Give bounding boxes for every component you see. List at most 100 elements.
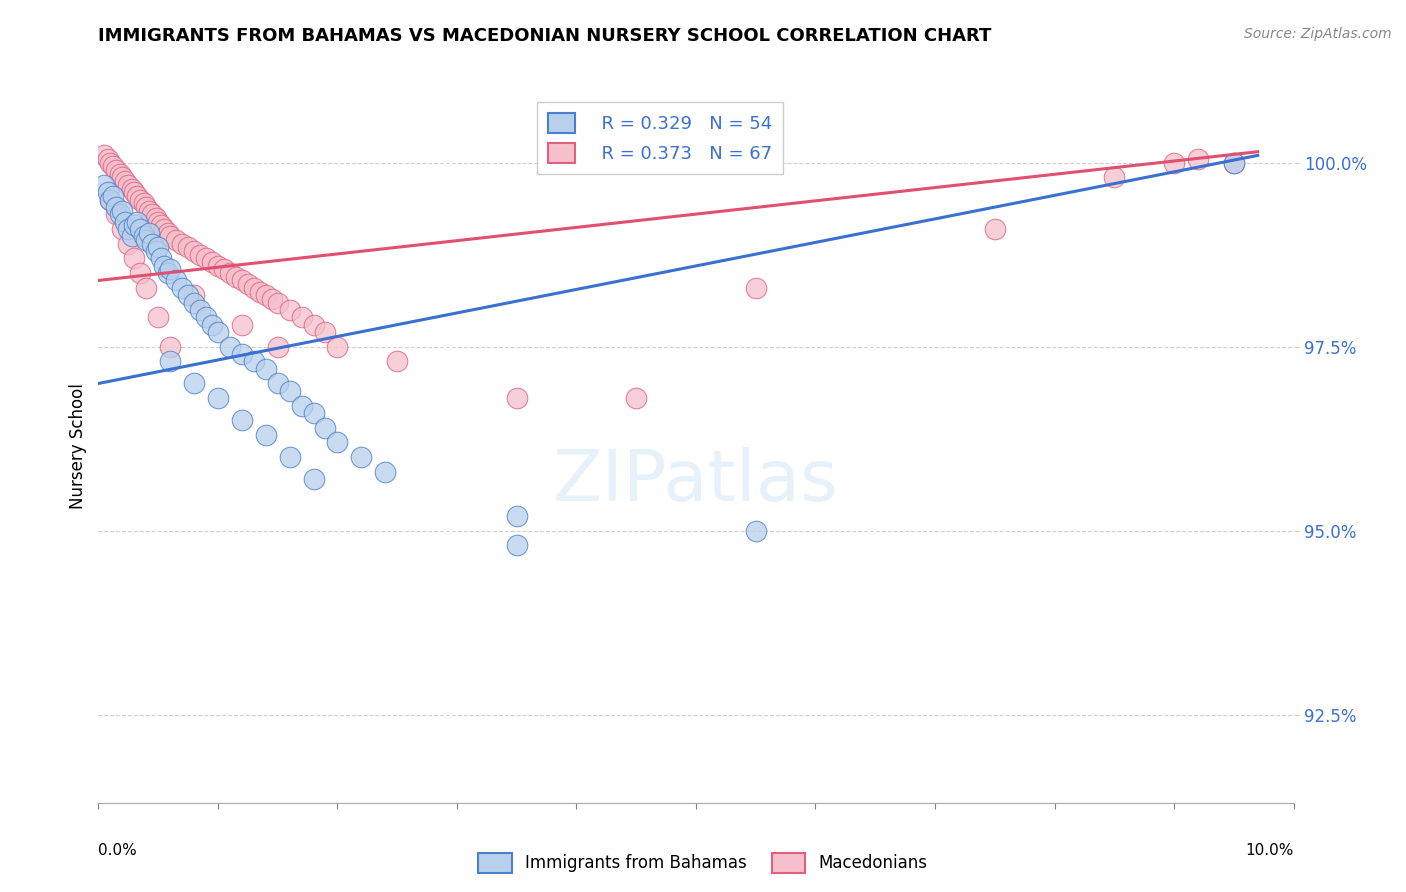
Point — [111, 222, 134, 236]
Point — [132, 229, 155, 244]
Y-axis label: Nursery School: Nursery School — [69, 383, 87, 509]
Point — [93, 178, 115, 192]
Point — [125, 214, 148, 228]
Point — [291, 310, 314, 325]
Point — [231, 318, 253, 332]
Point — [302, 472, 325, 486]
Point — [1104, 170, 1126, 185]
Point — [207, 325, 229, 339]
Point — [141, 207, 163, 221]
Point — [183, 295, 205, 310]
Point — [243, 281, 266, 295]
Point — [159, 354, 181, 368]
Point — [278, 450, 301, 464]
Point — [506, 538, 529, 552]
Point — [114, 174, 136, 188]
Point — [105, 163, 128, 178]
Point — [385, 354, 409, 368]
Point — [138, 226, 160, 240]
Point — [249, 285, 271, 299]
Point — [231, 347, 253, 361]
Point — [129, 266, 152, 280]
Point — [195, 310, 218, 325]
Point — [350, 450, 373, 464]
Point — [121, 181, 143, 195]
Point — [267, 340, 290, 354]
Point — [124, 252, 146, 266]
Point — [148, 214, 170, 228]
Point — [231, 273, 253, 287]
Point — [149, 252, 172, 266]
Legend: Immigrants from Bahamas, Macedonians: Immigrants from Bahamas, Macedonians — [472, 847, 934, 880]
Point — [159, 340, 181, 354]
Point — [374, 465, 396, 479]
Point — [201, 318, 224, 332]
Point — [326, 435, 349, 450]
Point — [105, 207, 128, 221]
Point — [117, 236, 139, 251]
Point — [98, 193, 122, 207]
Point — [254, 428, 277, 442]
Point — [1223, 155, 1246, 169]
Point — [177, 288, 200, 302]
Point — [315, 420, 337, 434]
Point — [183, 244, 205, 258]
Legend:   R = 0.329   N = 54,   R = 0.373   N = 67: R = 0.329 N = 54, R = 0.373 N = 67 — [537, 102, 783, 174]
Point — [506, 508, 529, 523]
Point — [153, 222, 176, 236]
Point — [212, 262, 235, 277]
Point — [156, 266, 179, 280]
Point — [132, 196, 155, 211]
Point — [243, 354, 266, 368]
Point — [219, 340, 242, 354]
Point — [98, 155, 122, 169]
Point — [111, 170, 134, 185]
Point — [156, 226, 179, 240]
Point — [125, 189, 148, 203]
Point — [145, 244, 167, 258]
Point — [148, 240, 170, 254]
Point — [135, 233, 157, 247]
Point — [111, 203, 134, 218]
Point — [326, 340, 349, 354]
Point — [172, 281, 194, 295]
Text: ZIPatlas: ZIPatlas — [553, 447, 839, 516]
Point — [1223, 155, 1246, 169]
Point — [183, 376, 205, 391]
Point — [745, 281, 768, 295]
Point — [138, 203, 160, 218]
Point — [254, 361, 277, 376]
Point — [105, 200, 128, 214]
Point — [124, 185, 146, 199]
Point — [108, 207, 131, 221]
Point — [159, 262, 181, 277]
Point — [114, 214, 136, 228]
Point — [117, 222, 139, 236]
Point — [177, 240, 200, 254]
Point — [626, 391, 648, 405]
Point — [267, 295, 290, 310]
Point — [302, 318, 325, 332]
Point — [165, 273, 187, 287]
Text: 0.0%: 0.0% — [98, 843, 138, 858]
Point — [225, 269, 247, 284]
Point — [315, 325, 337, 339]
Point — [1163, 155, 1185, 169]
Point — [302, 406, 325, 420]
Point — [165, 233, 187, 247]
Point — [745, 524, 768, 538]
Point — [207, 259, 229, 273]
Point — [101, 160, 124, 174]
Point — [98, 193, 122, 207]
Point — [97, 152, 120, 166]
Text: IMMIGRANTS FROM BAHAMAS VS MACEDONIAN NURSERY SCHOOL CORRELATION CHART: IMMIGRANTS FROM BAHAMAS VS MACEDONIAN NU… — [98, 27, 991, 45]
Text: Source: ZipAtlas.com: Source: ZipAtlas.com — [1244, 27, 1392, 41]
Point — [1187, 152, 1209, 166]
Point — [129, 193, 152, 207]
Point — [195, 252, 218, 266]
Point — [236, 277, 259, 292]
Point — [172, 236, 194, 251]
Point — [135, 200, 157, 214]
Point — [201, 255, 224, 269]
Point — [159, 229, 181, 244]
